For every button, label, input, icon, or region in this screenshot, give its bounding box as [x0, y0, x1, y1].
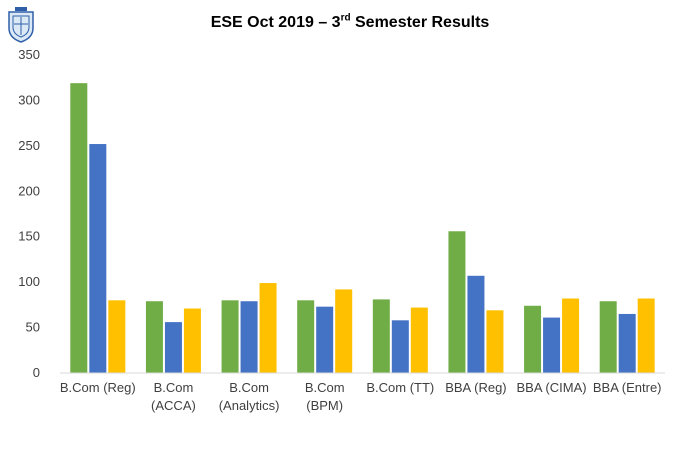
bar [164, 322, 182, 373]
bar [543, 317, 561, 373]
x-category-label: B.Com (Reg) [60, 380, 136, 395]
y-tick-label: 300 [18, 92, 40, 107]
bar [372, 299, 390, 373]
bar [618, 313, 636, 373]
bar [599, 301, 617, 373]
bar [240, 301, 258, 373]
y-tick-label: 50 [26, 320, 40, 335]
x-category-label: BBA (CIMA) [517, 380, 587, 395]
bar [145, 301, 163, 373]
y-tick-label: 250 [18, 138, 40, 153]
x-category-label: B.Com (ACCA) [151, 380, 196, 413]
bar [335, 289, 353, 373]
bar [89, 144, 107, 373]
bar [391, 320, 409, 373]
y-tick-label: 200 [18, 183, 40, 198]
bar [70, 83, 88, 373]
bar [562, 298, 580, 373]
bar [486, 310, 504, 373]
bar [524, 305, 542, 373]
bar [259, 283, 277, 373]
bar [316, 306, 334, 373]
bar [448, 231, 466, 373]
bar [297, 300, 315, 373]
y-tick-label: 150 [18, 229, 40, 244]
bar [183, 308, 201, 373]
chart-title: ESE Oct 2019 – 3rd Semester Results [210, 12, 490, 31]
bar [108, 300, 126, 373]
bar [637, 298, 655, 373]
x-category-label: BBA (Reg) [445, 380, 506, 395]
y-tick-label: 100 [18, 274, 40, 289]
y-tick-label: 0 [33, 365, 40, 380]
college-crest-icon [6, 6, 36, 44]
x-category-label: B.Com (BPM) [305, 380, 345, 413]
y-tick-label: 350 [18, 47, 40, 62]
x-category-label: B.Com (Analytics) [219, 380, 280, 413]
bar [221, 300, 239, 373]
bar [467, 275, 485, 373]
x-category-label: BBA (Entre) [593, 380, 662, 395]
bar [410, 307, 428, 373]
x-category-label: B.Com (TT) [366, 380, 434, 395]
